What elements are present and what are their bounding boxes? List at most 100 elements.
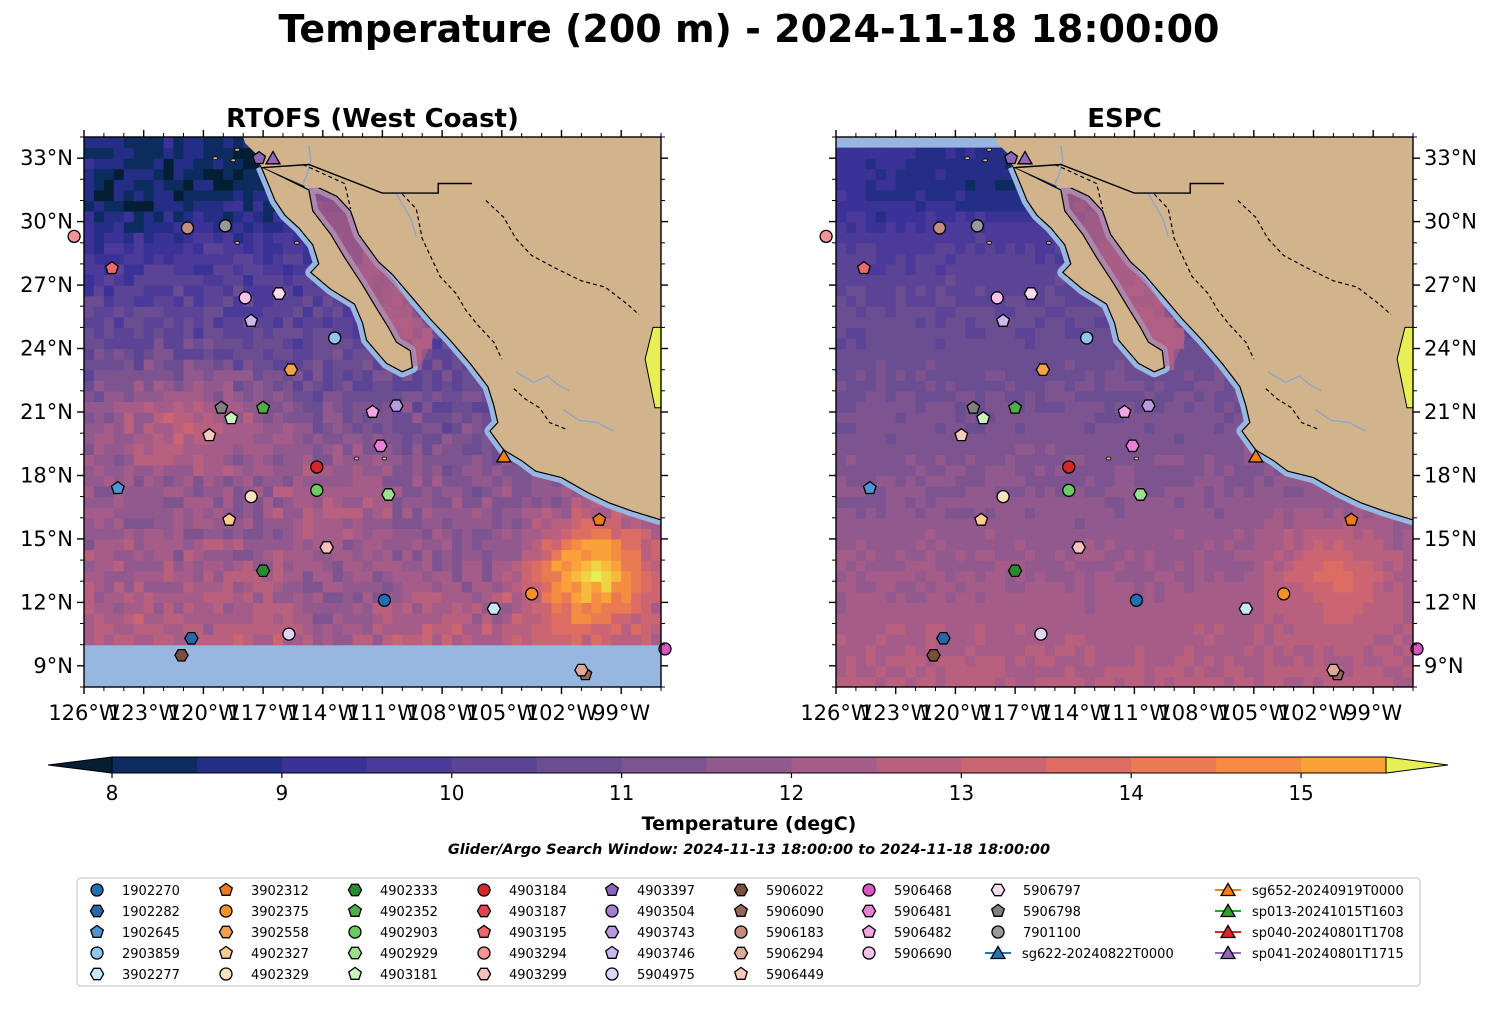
temperature-cell: [1184, 412, 1195, 424]
temperature-cell: [975, 295, 986, 307]
temperature-cell: [173, 221, 185, 233]
temperature-cell: [611, 549, 622, 561]
temperature-cell: [1025, 613, 1036, 625]
temperature-cell: [93, 433, 105, 445]
temperature-cell: [845, 475, 857, 487]
temperature-cell: [1134, 380, 1145, 392]
temperature-cell: [1074, 327, 1086, 339]
temperature-cell: [183, 369, 194, 381]
temperature-cell: [571, 581, 582, 593]
temperature-cell: [905, 221, 917, 233]
temperature-cell: [1114, 454, 1126, 466]
temperature-cell: [1005, 602, 1016, 614]
temperature-cell: [501, 634, 513, 646]
temperature-cell: [985, 179, 996, 191]
temperature-cell: [442, 517, 453, 529]
temperature-cell: [163, 137, 175, 149]
temperature-cell: [845, 380, 857, 392]
temperature-cell: [183, 464, 194, 477]
temperature-cell: [1194, 528, 1205, 540]
temperature-cell: [1094, 390, 1106, 402]
temperature-cell: [855, 528, 867, 540]
temperature-cell: [1124, 359, 1135, 371]
temperature-cell: [1214, 507, 1225, 519]
temperature-cell: [836, 496, 847, 508]
temperature-cell: [1035, 655, 1046, 667]
temperature-cell: [1164, 655, 1175, 667]
temperature-cell: [432, 412, 443, 424]
temperature-cell: [1044, 538, 1056, 551]
temperature-cell: [836, 380, 847, 392]
temperature-cell: [362, 560, 374, 572]
temperature-cell: [322, 602, 334, 614]
temperature-cell: [1214, 475, 1225, 487]
temperature-cell: [1144, 517, 1155, 529]
temperature-cell: [1074, 475, 1086, 487]
temperature-cell: [521, 581, 533, 593]
temperature-cell: [163, 316, 175, 328]
temperature-cell: [1094, 613, 1106, 625]
temperature-cell: [1194, 665, 1205, 677]
temperature-cell: [342, 517, 354, 529]
temperature-cell: [1054, 517, 1066, 529]
temperature-cell: [1214, 528, 1225, 540]
temperature-cell: [955, 655, 966, 667]
temperature-cell: [1094, 348, 1106, 360]
temperature-cell: [213, 295, 224, 307]
temperature-cell: [1184, 359, 1195, 371]
temperature-cell: [292, 263, 304, 276]
temperature-cell: [173, 200, 185, 212]
temperature-cell: [501, 623, 513, 635]
temperature-cell: [955, 316, 966, 328]
y-tick-label: 21°N: [20, 400, 73, 424]
temperature-cell: [895, 581, 907, 593]
temperature-cell: [955, 200, 966, 212]
temperature-cell: [935, 348, 946, 360]
temperature-cell: [1025, 581, 1036, 593]
temperature-cell: [1094, 634, 1106, 646]
temperature-cell: [332, 454, 344, 466]
temperature-cell: [925, 443, 937, 455]
temperature-cell: [965, 253, 976, 265]
temperature-cell: [875, 443, 887, 455]
temperature-cell: [183, 316, 194, 328]
temperature-cell: [322, 348, 334, 360]
temperature-cell: [1084, 560, 1096, 572]
temperature-cell: [875, 496, 887, 508]
temperature-cell: [193, 369, 204, 381]
temperature-cell: [312, 285, 324, 297]
temperature-cell: [1214, 464, 1225, 477]
temperature-cell: [312, 401, 324, 413]
temperature-cell: [223, 295, 234, 307]
temperature-cell: [571, 602, 582, 614]
temperature-cell: [133, 528, 145, 540]
temperature-cell: [1144, 507, 1155, 519]
temperature-cell: [84, 221, 95, 233]
temperature-cell: [203, 179, 214, 191]
temperature-cell: [233, 316, 244, 328]
temperature-cell: [1005, 221, 1016, 233]
temperature-cell: [93, 380, 105, 392]
temperature-cell: [865, 581, 877, 593]
temperature-cell: [283, 274, 294, 286]
temperature-cell: [855, 189, 867, 202]
temperature-cell: [975, 327, 986, 339]
temperature-cell: [1064, 412, 1076, 424]
temperature-cell: [1214, 591, 1225, 603]
temperature-cell: [1164, 613, 1175, 625]
temperature-cell: [1084, 602, 1096, 614]
temperature-cell: [352, 486, 364, 498]
temperature-cell: [203, 263, 214, 276]
temperature-cell: [1094, 464, 1106, 477]
temperature-cell: [975, 306, 986, 318]
temperature-cell: [103, 253, 115, 265]
temperature-cell: [233, 285, 244, 297]
temperature-cell: [865, 359, 877, 371]
temperature-cell: [372, 507, 383, 519]
temperature-cell: [1114, 549, 1126, 561]
temperature-cell: [173, 623, 185, 635]
temperature-cell: [1094, 676, 1106, 687]
temperature-cell: [885, 486, 897, 498]
temperature-cell: [223, 232, 234, 244]
temperature-cell: [865, 338, 877, 350]
